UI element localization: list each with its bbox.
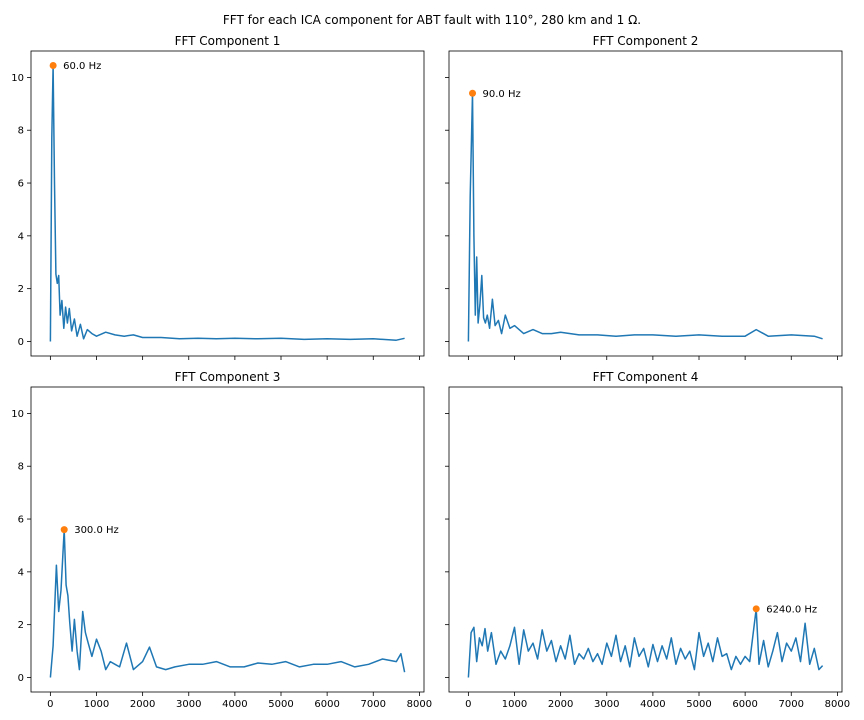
panel-4-series-line <box>467 608 824 678</box>
panel-1-series-line <box>49 64 405 342</box>
panel-3-ytick-label-3: 6 <box>18 515 24 526</box>
panel-2-title: FFT Component 2 <box>593 34 699 48</box>
panel-4-axes-frame <box>448 386 843 693</box>
panel-4-xtick-label-2: 2000 <box>548 699 573 710</box>
panel-4-xtick-label-5: 5000 <box>686 699 711 710</box>
panel-3-xtick-label-5: 5000 <box>268 699 293 710</box>
panel-4-xtick-label-1: 1000 <box>502 699 527 710</box>
panel-1-ytick-label-4: 8 <box>18 126 24 137</box>
panel-1-ytick-label-3: 6 <box>18 179 24 190</box>
panel-4-xtick-label-8: 8000 <box>825 699 850 710</box>
panel-2-peak-marker <box>469 89 477 97</box>
panel-1-ytick-label-1: 2 <box>18 284 24 295</box>
panel-4-xtick-label-4: 4000 <box>640 699 665 710</box>
panel-4-peak-label: 6240.0 Hz <box>766 604 817 615</box>
panel-4-peak-marker <box>752 605 760 613</box>
panel-1-title: FFT Component 1 <box>175 34 281 48</box>
panel-3-title: FFT Component 3 <box>175 370 281 384</box>
panel-4: FFT Component 4 0 1000 2000 3000 4000 5000 6000… <box>445 370 850 710</box>
panel-2: FFT Component 2 90.0 Hz <box>445 34 843 360</box>
panel-1-ytick-label-0: 0 <box>18 337 24 348</box>
panel-4-xtick-label-3: 3000 <box>594 699 619 710</box>
panel-4-xtick-label-0: 0 <box>465 699 471 710</box>
panel-3-ytick-label-4: 8 <box>18 462 24 473</box>
panel-2-series-line <box>467 92 823 342</box>
panel-3-xtick-label-0: 0 <box>47 699 53 710</box>
panel-1-axes-frame <box>30 50 425 357</box>
panel-1-ytick-label-2: 4 <box>18 231 24 242</box>
panel-3-peak-marker <box>60 526 68 534</box>
panel-3-series-line <box>49 528 406 678</box>
panel-4-xtick-label-6: 6000 <box>732 699 757 710</box>
panel-1-peak-marker <box>49 62 57 70</box>
panel-3-xtick-label-8: 8000 <box>407 699 432 710</box>
panel-3-peak-label: 300.0 Hz <box>74 525 119 536</box>
panel-3-xtick-label-1: 1000 <box>84 699 109 710</box>
panel-1: FFT Component 1 0 2 4 6 8 10 60.0 Hz <box>11 34 425 360</box>
panel-1-peak-label: 60.0 Hz <box>63 61 101 72</box>
panel-3-xtick-label-6: 6000 <box>314 699 339 710</box>
panel-3-xtick-label-7: 7000 <box>361 699 386 710</box>
panel-3-xtick-label-3: 3000 <box>176 699 201 710</box>
panel-4-title: FFT Component 4 <box>593 370 699 384</box>
panel-3-ytick-label-1: 2 <box>18 620 24 631</box>
panel-2-axes-frame <box>448 50 843 357</box>
panel-3-xtick-label-4: 4000 <box>222 699 247 710</box>
panel-3-ytick-label-0: 0 <box>18 673 24 684</box>
panel-2-peak-label: 90.0 Hz <box>483 89 521 100</box>
panel-4-xtick-label-7: 7000 <box>779 699 804 710</box>
panel-3-ytick-label-2: 4 <box>18 567 24 578</box>
panel-3-xtick-label-2: 2000 <box>130 699 155 710</box>
panel-3-ytick-label-5: 10 <box>11 409 24 420</box>
panel-3: FFT Component 3 0 1000 2000 3000 4000 5000 6000… <box>11 370 432 710</box>
figure-suptitle: FFT for each ICA component for ABT fault… <box>223 13 641 27</box>
panel-1-ytick-label-5: 10 <box>11 73 24 84</box>
panel-3-axes-frame <box>30 386 425 693</box>
